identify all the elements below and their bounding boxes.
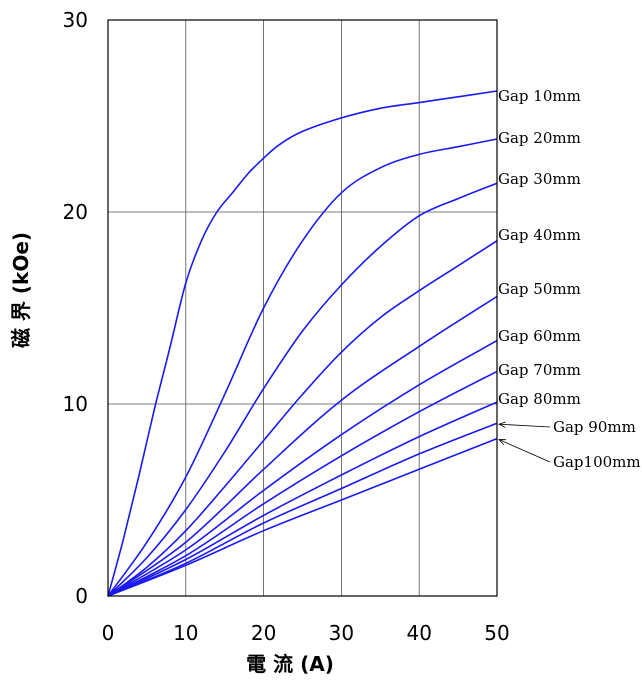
series-labels: Gap 10mm Gap 20mm Gap 30mm Gap 40mm Gap 50mm… (497, 87, 641, 471)
x-axis-title: 電 流 (A) (246, 652, 334, 676)
series-label: Gap100mm (553, 453, 641, 471)
y-axis-title: 磁 界 (kOe) (9, 232, 33, 348)
arrow-head-icon (497, 421, 506, 428)
y-tick-label: 20 (63, 200, 88, 224)
y-tick-label: 0 (75, 584, 88, 608)
series-label: Gap 40mm (498, 226, 581, 244)
series-line (107, 182, 498, 597)
plot-frame (107, 19, 498, 597)
series-line (107, 295, 498, 597)
x-tick-label: 50 (484, 621, 509, 645)
series-label: Gap 30mm (498, 170, 581, 188)
grid (108, 20, 497, 596)
label-leader-line (498, 423, 551, 428)
series-label: Gap 80mm (498, 390, 581, 408)
x-tick-label: 40 (406, 621, 431, 645)
x-tick-label: 10 (173, 621, 198, 645)
series-label: Gap 60mm (498, 327, 581, 345)
series-line (107, 422, 498, 597)
series-label: Gap 20mm (498, 129, 581, 147)
arrow-head-icon (498, 439, 507, 445)
y-tick-label: 30 (63, 8, 88, 32)
series-label: Gap 90mm (553, 418, 636, 436)
series-label: Gap 70mm (498, 361, 581, 379)
series-line (107, 240, 498, 597)
series-line (107, 370, 498, 597)
series-line (107, 437, 498, 597)
series-label: Gap 10mm (498, 87, 581, 105)
x-tick-label: 0 (102, 621, 115, 645)
series-label: Gap 50mm (498, 280, 581, 298)
series-lines (107, 90, 498, 597)
x-tick-label: 30 (329, 621, 354, 645)
tick-labels: 0 10 20 30 40 50 0 10 20 30 (63, 8, 510, 645)
y-tick-label: 10 (63, 392, 88, 416)
x-tick-label: 20 (251, 621, 276, 645)
series-line (107, 90, 498, 597)
series-line (107, 401, 498, 597)
series-line (107, 339, 498, 597)
label-leader-line (498, 439, 551, 463)
series-line (107, 138, 498, 597)
